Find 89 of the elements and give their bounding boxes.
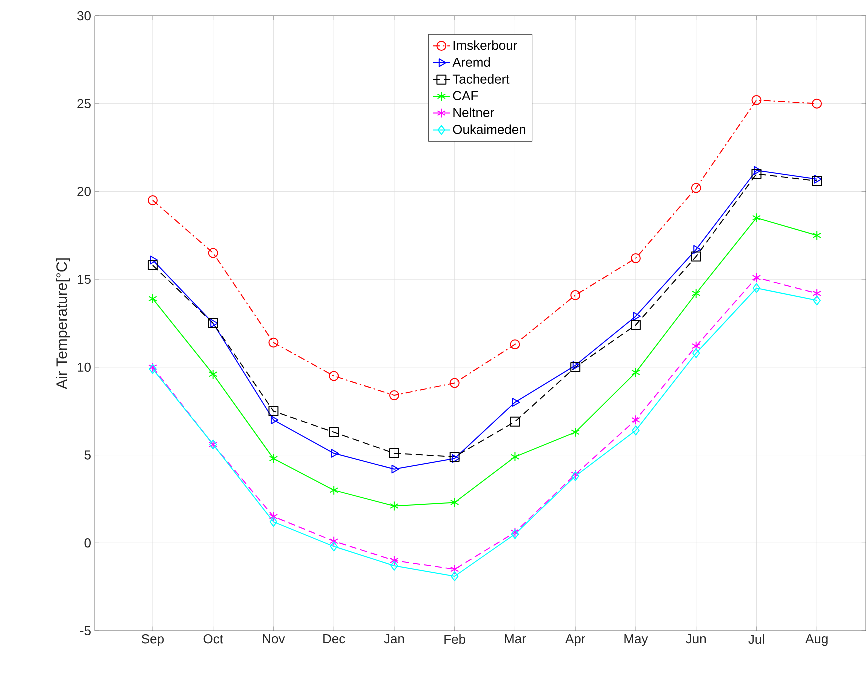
point: [390, 556, 399, 566]
x-tick-label: Apr: [566, 634, 586, 646]
point: [269, 454, 278, 464]
point: [692, 288, 701, 299]
y-tick-label: 30: [78, 11, 91, 21]
legend-label: Imskerbour: [454, 40, 518, 50]
x-tick-label: Dec: [324, 634, 346, 644]
point: [752, 169, 762, 180]
y-tick-label: 25: [78, 99, 91, 108]
point: [392, 464, 400, 474]
y-tick-label: -5: [80, 626, 91, 636]
legend-label: CAF: [453, 91, 478, 100]
point: [208, 248, 218, 258]
point: [812, 176, 822, 186]
y-tick-label: 0: [84, 538, 91, 548]
point: [812, 98, 822, 109]
point: [390, 561, 398, 571]
point: [389, 448, 400, 459]
x-tick-label: Aug: [806, 634, 828, 646]
legend-label: Aremd: [452, 58, 490, 68]
point: [632, 368, 640, 378]
point: [812, 230, 822, 241]
point: [752, 272, 762, 283]
y-tick-label: 5: [84, 450, 91, 460]
point: [331, 449, 340, 458]
point: [813, 296, 821, 306]
point: [330, 542, 338, 552]
point: [692, 341, 701, 352]
point: [691, 252, 702, 262]
x-tick-label: Jan: [384, 634, 404, 644]
point: [754, 166, 762, 176]
point: [450, 378, 460, 388]
x-tick-label: Nov: [263, 634, 286, 644]
y-tick-label: 15: [78, 275, 91, 284]
point: [148, 260, 158, 270]
point: [633, 312, 641, 321]
point: [510, 452, 520, 462]
point: [510, 416, 520, 427]
point: [510, 340, 520, 350]
legend-label: Neltner: [454, 108, 494, 118]
point: [752, 283, 761, 294]
x-tick-label: Oct: [204, 634, 224, 644]
point: [330, 485, 338, 496]
point: [450, 498, 460, 508]
point: [692, 348, 700, 358]
x-tick-label: Feb: [444, 634, 466, 644]
point: [268, 406, 279, 416]
point: [329, 371, 340, 382]
point: [512, 398, 520, 407]
point: [450, 564, 460, 574]
point: [752, 95, 762, 106]
point: [571, 427, 580, 438]
legend-label: Oukaimeden: [453, 124, 526, 134]
x-tick-label: Mar: [505, 634, 526, 644]
point: [208, 369, 218, 380]
point: [694, 245, 702, 254]
point: [452, 454, 460, 464]
point: [268, 338, 279, 348]
x-tick-label: Sep: [142, 634, 164, 646]
point: [632, 426, 640, 436]
y-axis-title: Air Temperature[°C]: [56, 258, 70, 390]
point: [570, 290, 581, 300]
point: [450, 452, 460, 462]
point: [814, 175, 822, 184]
point: [270, 416, 279, 425]
point: [210, 319, 218, 328]
point: [150, 256, 158, 265]
point: [630, 254, 641, 264]
point: [752, 213, 762, 224]
point: [330, 536, 338, 546]
point: [389, 390, 400, 401]
y-tick-label: 20: [78, 187, 91, 196]
point: [812, 288, 822, 299]
point: [269, 512, 278, 522]
x-tick-label: May: [624, 634, 648, 646]
point: [270, 517, 278, 528]
point: [148, 294, 158, 304]
point: [632, 415, 640, 426]
point: [691, 183, 702, 194]
point: [329, 427, 340, 438]
legend-label: Tachedert: [452, 74, 510, 84]
y-tick-label: 10: [78, 362, 91, 372]
point: [630, 320, 641, 330]
x-tick-label: Jul: [748, 634, 764, 644]
point: [208, 318, 218, 328]
point: [390, 501, 399, 512]
point: [450, 572, 459, 582]
x-tick-label: Jun: [686, 634, 706, 644]
point: [148, 196, 158, 206]
